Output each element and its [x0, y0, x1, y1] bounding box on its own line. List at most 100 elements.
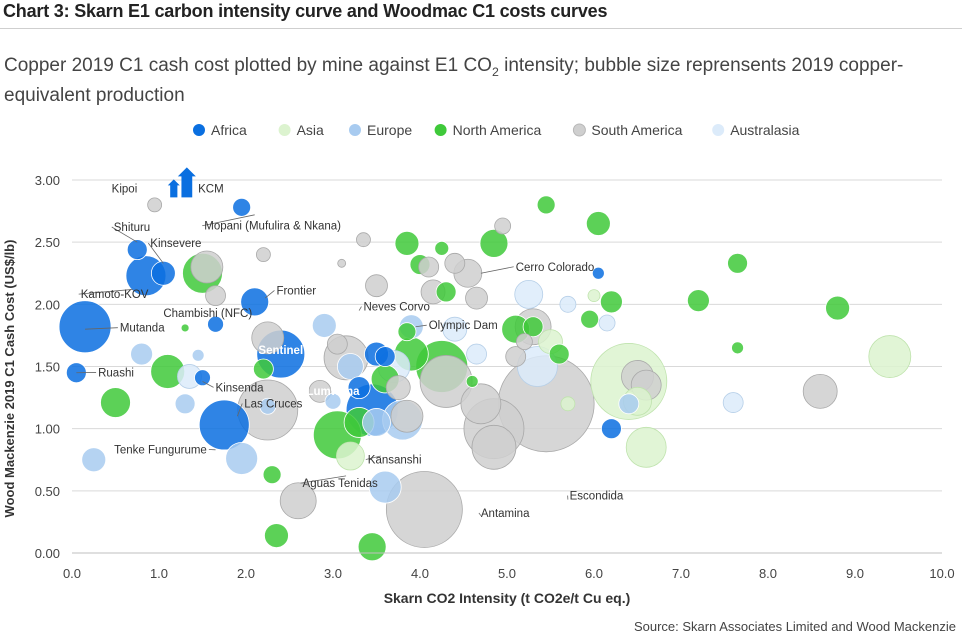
annotation-leader [358, 306, 362, 311]
bubble-point [516, 333, 533, 351]
bubble-point [435, 281, 457, 303]
bubble-point [251, 321, 285, 355]
x-tick-label: 4.0 [411, 566, 429, 581]
annotation-label: Tenke Fungurume [114, 445, 207, 457]
annotation-label: Las Cruces [244, 399, 302, 411]
bubble-point [825, 295, 850, 321]
bubble-point [264, 523, 289, 548]
chart-grid [72, 179, 942, 554]
annotation-leader [111, 226, 138, 243]
bubble-point [147, 197, 163, 213]
bubble-point [460, 383, 502, 425]
chart-legend: Africa Asia Europe North America South Ameri… [193, 122, 800, 138]
y-tick-label: 3.00 [35, 173, 60, 188]
y-tick-label: 1.00 [35, 422, 60, 437]
bubble-point [232, 197, 252, 217]
bubble-point [311, 313, 337, 338]
bubble-point [802, 373, 838, 409]
bubble-point [150, 260, 176, 286]
bubble-point [442, 316, 468, 342]
bubble-point [190, 250, 224, 284]
bubble-point [580, 309, 600, 329]
chart-bubbles [58, 195, 912, 562]
bubble-point [587, 289, 601, 303]
bubble-point [240, 287, 270, 317]
bubble-point [731, 341, 744, 355]
bubble-point [180, 323, 190, 333]
legend-label: South America [591, 122, 682, 138]
bubble-point [374, 346, 396, 367]
x-axis-title: Skarn CO2 Intensity (t CO2e/t Cu eq.) [384, 590, 631, 606]
x-tick-label: 7.0 [672, 566, 690, 581]
x-tick-label: 3.0 [324, 566, 342, 581]
bubble-point [259, 397, 277, 415]
annotation-leader [202, 214, 255, 227]
y-tick-label: 2.50 [35, 235, 60, 250]
bubble-point [126, 239, 148, 261]
bubble-point [225, 442, 259, 475]
y-tick-label: 0.00 [35, 546, 60, 561]
annotation-leader [264, 290, 275, 299]
bubble-point [368, 470, 402, 504]
bubble-point [279, 482, 317, 520]
bubble-point [194, 369, 211, 387]
off-scale-arrow-icon [167, 179, 180, 198]
bubble-point [560, 396, 576, 412]
annotation-label: Olympic Dam [429, 320, 498, 332]
chart-subtitle: Copper 2019 C1 cash cost plotted by mine… [4, 54, 904, 108]
bubble-point [390, 399, 424, 433]
legend-marker [193, 124, 205, 136]
bubble-point [548, 343, 570, 365]
title-divider [0, 28, 962, 29]
bubble-point [336, 353, 364, 380]
bubble-point [536, 195, 556, 215]
annotation-leader [478, 512, 482, 516]
bubble-point [262, 465, 282, 485]
x-tick-label: 6.0 [585, 566, 603, 581]
bubble-point [347, 376, 371, 400]
bubble-point [252, 358, 274, 380]
bubble-point [466, 343, 487, 365]
subtitle-text-before: Copper 2019 C1 cash cost plotted by mine… [4, 55, 492, 76]
bubble-point [618, 393, 640, 415]
legend-marker [712, 124, 725, 136]
annotation-label: Lumwana [306, 386, 360, 398]
bubble-point [174, 393, 196, 415]
bubble-point [471, 424, 517, 470]
bubble-point [385, 471, 463, 548]
bubble-point [100, 387, 131, 418]
annotation-label: Frontier [276, 285, 316, 297]
annotation-label: Kipoi [112, 183, 138, 195]
annotation-leader [300, 475, 347, 484]
bubble-point [326, 333, 348, 355]
bubble-point [722, 392, 744, 413]
bubble-point [397, 322, 417, 342]
annotation-label: Chambishi (NFC) [163, 308, 252, 320]
bubble-point [868, 335, 912, 378]
x-tick-label: 0.0 [63, 566, 81, 581]
annotation-label: Sentinel [258, 345, 303, 357]
annotation-label: Aguas Tenidas [303, 478, 378, 490]
y-tick-label: 0.50 [35, 484, 60, 499]
bubble-point [687, 289, 710, 313]
bubble-point [365, 274, 388, 298]
chart-axes: 0.00 0.50 1.00 1.50 2.00 2.50 3.00 0.0 1.0 2.0 3.0… [2, 173, 955, 606]
bubble-point [357, 532, 387, 562]
legend-marker [278, 124, 291, 136]
bubble-point [585, 211, 611, 236]
bubble-point [207, 315, 224, 333]
x-tick-label: 1.0 [150, 566, 168, 581]
bubble-point [598, 314, 616, 332]
bubble-point [727, 252, 748, 274]
legend-marker [349, 124, 361, 136]
subtitle-subscript: 2 [491, 64, 499, 79]
y-axis-title: Wood Mackenzie 2019 C1 Cash Cost (US$/lb… [2, 240, 17, 518]
legend-label: North America [453, 122, 542, 138]
bubble-point [625, 426, 667, 468]
legend-marker [434, 124, 447, 136]
bubble-point [198, 399, 250, 451]
chart-annotations: Kipoi KCM Mopani (Mufulira & Nkana) Shituru… [76, 167, 624, 520]
annotation-label: Mopani (Mufulira & Nkana) [204, 221, 341, 233]
y-tick-label: 2.00 [35, 297, 60, 312]
